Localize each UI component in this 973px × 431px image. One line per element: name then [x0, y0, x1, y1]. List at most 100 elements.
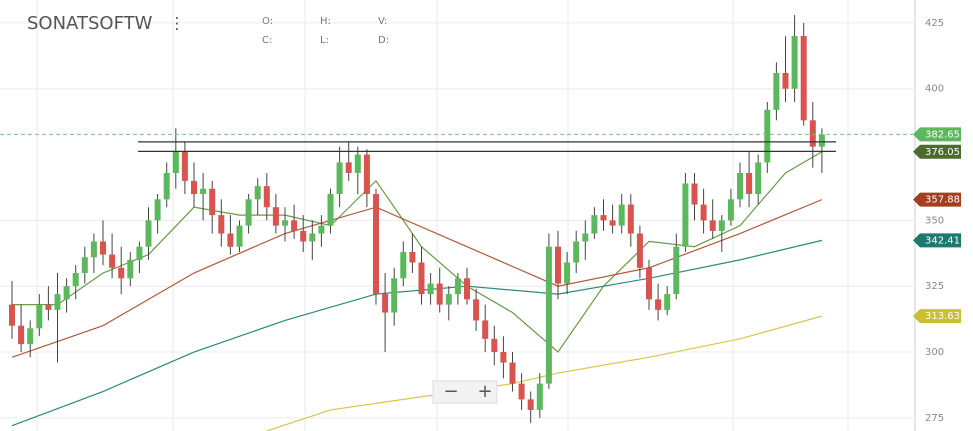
- candle-body: [90, 241, 97, 258]
- menu-dots[interactable]: ⋮: [169, 14, 185, 33]
- zoom-out[interactable]: −: [443, 381, 458, 402]
- candle-body: [627, 204, 634, 234]
- candle-body: [464, 278, 470, 300]
- candle-body: [145, 220, 152, 247]
- candle-body: [764, 109, 771, 163]
- candle-body: [527, 399, 534, 410]
- candle-body: [809, 120, 816, 147]
- candle-body: [72, 273, 79, 287]
- candle-body: [555, 246, 561, 284]
- candle-body: [54, 294, 61, 310]
- candle-body: [709, 220, 716, 231]
- candle-body: [45, 304, 52, 310]
- price-tag: [913, 192, 961, 207]
- candle-body: [209, 188, 216, 216]
- candle-body: [391, 278, 398, 313]
- candle-body: [291, 220, 298, 231]
- ohlc-field: H:: [320, 16, 331, 27]
- chart-title: SONATSOFTW: [27, 13, 153, 34]
- candle-body: [154, 199, 161, 221]
- candle-body: [436, 283, 443, 305]
- candle-body: [727, 199, 734, 221]
- candle-body: [227, 233, 234, 247]
- candle-body: [200, 188, 207, 195]
- candle-body: [109, 254, 116, 268]
- ohlc-field: L:: [320, 35, 329, 46]
- candle-body: [618, 204, 625, 226]
- candle-body: [127, 259, 134, 279]
- candle-body: [682, 183, 689, 247]
- candle-body: [591, 215, 598, 234]
- candle-body: [600, 215, 607, 221]
- candle-body: [345, 162, 352, 173]
- candle-body: [172, 151, 179, 173]
- y-tick-label: 275: [925, 413, 944, 424]
- candle-body: [373, 194, 379, 295]
- candle-body: [309, 233, 316, 242]
- candle-body: [409, 251, 416, 263]
- price-tag-label: 313.63: [925, 311, 960, 322]
- candle-body: [282, 220, 288, 226]
- candle-body: [782, 72, 789, 89]
- candle-body: [36, 304, 43, 329]
- price-tag-label: 357.88: [925, 195, 960, 206]
- price-tag-label: 382.65: [925, 129, 960, 140]
- candle-body: [518, 383, 525, 400]
- candle-body: [664, 294, 671, 310]
- candle-body: [582, 233, 589, 242]
- candle-body: [245, 199, 252, 226]
- candle-body: [646, 267, 652, 300]
- candle-body: [400, 251, 407, 279]
- candle-body: [609, 220, 616, 226]
- candle-body: [63, 286, 70, 300]
- candle-body: [418, 262, 425, 295]
- y-tick-label: 325: [925, 281, 944, 292]
- candle-body: [163, 172, 170, 200]
- zoom-in[interactable]: +: [477, 381, 492, 402]
- candle-body: [755, 162, 762, 195]
- ohlc-fields: O: H: V: C: L: D:: [262, 16, 389, 46]
- candle-body: [500, 352, 507, 363]
- candle-body: [100, 241, 106, 255]
- candle-body: [327, 194, 334, 226]
- ohlc-field: D:: [378, 35, 389, 46]
- candle-body: [218, 215, 225, 234]
- price-tag: [913, 233, 961, 248]
- candle-body: [491, 338, 498, 353]
- y-tick-label: 300: [925, 347, 944, 358]
- ohlc-field: V:: [378, 16, 387, 27]
- price-tag: [913, 309, 961, 324]
- candle-body: [318, 225, 325, 234]
- candle-body: [191, 180, 197, 195]
- candle-body: [118, 267, 125, 279]
- candle-body: [336, 162, 343, 195]
- candle-body: [636, 233, 643, 268]
- moving-average: [11, 199, 823, 358]
- price-tag-label: 342.41: [925, 235, 960, 246]
- candle-body: [236, 225, 243, 247]
- candle-body: [800, 36, 807, 121]
- price-tag: [913, 127, 961, 142]
- zoom-panel: [432, 380, 498, 404]
- moving-average: [266, 315, 823, 431]
- candle-body: [746, 172, 753, 195]
- candle-body: [691, 183, 698, 205]
- ohlc-field: C:: [262, 35, 272, 46]
- candle-body: [773, 72, 780, 110]
- candle-body: [573, 241, 580, 263]
- y-tick-label: 425: [925, 18, 944, 29]
- candle-body: [454, 278, 461, 295]
- candle-body: [363, 154, 370, 195]
- candle-body: [673, 246, 680, 295]
- candle-body: [445, 294, 452, 305]
- ohlc-field: O:: [262, 16, 273, 27]
- candle-body: [655, 299, 662, 310]
- candle-body: [427, 283, 434, 295]
- candle-body: [136, 246, 143, 260]
- candle-body: [718, 220, 725, 231]
- y-tick-label: 400: [925, 84, 944, 95]
- candle-body: [81, 257, 88, 274]
- candle-body: [473, 299, 480, 321]
